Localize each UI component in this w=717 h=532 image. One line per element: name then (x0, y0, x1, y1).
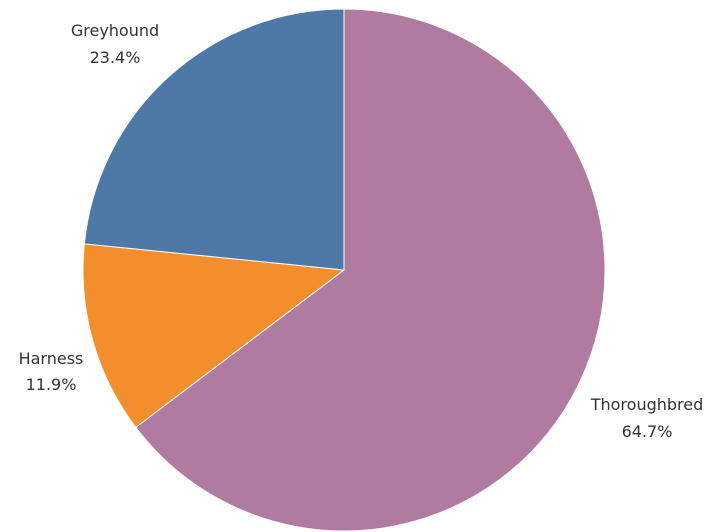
slice-label-harness: Harness (19, 349, 84, 368)
slice-label-greyhound: Greyhound (71, 21, 159, 40)
pie-slices (82, 8, 606, 532)
slice-label-thoroughbred: Thoroughbred (590, 395, 704, 414)
slice-value-harness: 11.9% (26, 375, 77, 394)
pie-slice-harness (82, 243, 346, 429)
pie-slice-greyhound (83, 8, 345, 271)
pie-labels: Thoroughbred 64.7% Harness 11.9% Greyhou… (19, 21, 704, 441)
slice-value-greyhound: 23.4% (90, 48, 141, 67)
slice-value-thoroughbred: 64.7% (622, 422, 673, 441)
pie-slice-thoroughbred (135, 8, 606, 532)
